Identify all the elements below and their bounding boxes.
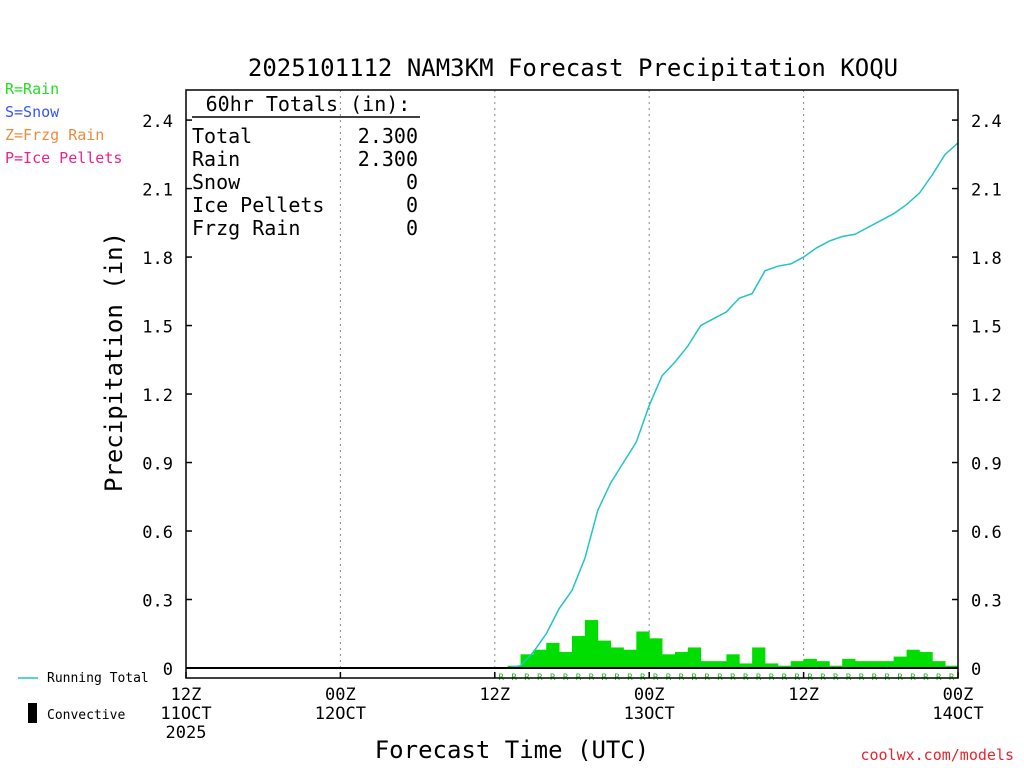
x-tick-label: 12Z: [171, 685, 202, 705]
precip-bar: [739, 663, 753, 668]
precip-bar: [610, 647, 624, 668]
y-tick-label-left: 2.1: [142, 181, 173, 201]
precip-bar: [777, 665, 792, 668]
x-tick-label: 2025: [166, 723, 207, 743]
precip-bar: [842, 658, 856, 668]
precip-bar: [584, 620, 599, 668]
precip-bar: [636, 631, 650, 668]
y-tick-label-left: 0: [163, 660, 173, 680]
y-tick-label-left: 0.9: [142, 455, 173, 475]
convective-legend-swatch: [28, 703, 37, 723]
precip-bar: [829, 665, 843, 668]
running-total-line: [186, 142, 959, 669]
precip-bar: [533, 649, 547, 668]
precip-bar: [520, 654, 534, 668]
precip-bar: [597, 640, 611, 668]
precip-bar: [546, 642, 560, 668]
y-tick-label-left: 0.3: [142, 592, 173, 612]
precip-bar: [687, 647, 702, 668]
precip-bar: [906, 649, 920, 668]
precip-bar: [790, 661, 804, 668]
precip-bar: [765, 663, 779, 668]
precip-bar: [649, 638, 663, 668]
precip-bar: [700, 661, 714, 668]
chart-title: 2025101112 NAM3KM Forecast Precipitation…: [248, 54, 898, 82]
running-total-legend-label: Running Total: [47, 671, 149, 686]
y-tick-label-right: 0.9: [971, 455, 1002, 475]
x-tick-label: 00Z: [634, 685, 665, 705]
x-tick-label: 12OCT: [315, 704, 366, 724]
precip-bar: [816, 661, 830, 668]
totals-row-value: 2.300: [358, 124, 418, 148]
precip-bar: [662, 654, 676, 668]
y-tick-label-right: 0.3: [971, 592, 1002, 612]
precip-bar: [945, 665, 959, 668]
precip-bar: [674, 652, 689, 668]
x-tick-label: 12Z: [479, 685, 510, 705]
y-tick-label-left: 0.6: [142, 523, 173, 543]
precip-bar: [919, 652, 933, 668]
precip-bar: [623, 649, 637, 668]
y-tick-label-right: 1.2: [971, 386, 1002, 406]
precip-bar: [880, 661, 895, 668]
y-tick-label-left: 1.5: [142, 318, 173, 338]
credit-text: coolwx.com/models: [860, 746, 1014, 764]
legend-snow-key: S=Snow: [5, 103, 60, 121]
precip-bar: [893, 656, 907, 668]
precip-bar: [559, 652, 573, 668]
y-tick-label-right: 0.6: [971, 523, 1002, 543]
totals-row-value: 0: [406, 193, 418, 217]
precip-bar: [932, 661, 946, 668]
y-tick-label-right: 1.8: [971, 249, 1002, 269]
precip-bar: [803, 658, 817, 668]
precip-bar: [855, 661, 869, 668]
totals-heading: 60hr Totals (in):: [206, 92, 411, 116]
precip-bar: [572, 636, 586, 668]
y-tick-label-left: 1.2: [142, 386, 173, 406]
x-tick-label: 11OCT: [160, 704, 211, 724]
precip-bar: [726, 654, 740, 668]
y-axis-label: Precipitation (in): [100, 232, 128, 492]
precip-bar: [752, 647, 766, 668]
x-tick-label: 14OCT: [932, 704, 983, 724]
totals-row-value: 0: [406, 170, 418, 194]
totals-row-value: 2.300: [358, 147, 418, 171]
y-tick-label-right: 0: [971, 660, 981, 680]
totals-row-label: Frzg Rain: [192, 216, 300, 240]
y-tick-label-right: 1.5: [971, 318, 1002, 338]
x-tick-label: 13OCT: [624, 704, 675, 724]
x-tick-label: 00Z: [943, 685, 974, 705]
plot-frame: [185, 89, 959, 679]
convective-legend-label: Convective: [47, 708, 125, 723]
convective-legend: Convective: [28, 703, 125, 723]
totals-box: 60hr Totals (in): Total 2.300 Rain 2.300 Sno…: [192, 92, 420, 240]
legend-freezing-rain-key: Z=Frzg Rain: [5, 126, 105, 144]
precip-bar: [867, 661, 882, 668]
y-tick-label-left: 1.8: [142, 249, 173, 269]
totals-row-value: 0: [406, 216, 418, 240]
x-tick-label: 12Z: [788, 685, 819, 705]
y-tick-label-right: 2.1: [971, 181, 1002, 201]
totals-row-label: Total: [192, 124, 252, 148]
x-tick-label: 00Z: [325, 685, 356, 705]
totals-row-label: Ice Pellets: [192, 193, 324, 217]
y-tick-label-left: 2.4: [142, 112, 173, 132]
precip-bar: [713, 661, 727, 668]
running-total-legend: Running Total: [18, 671, 149, 686]
legend-rain-key: R=Rain: [5, 80, 60, 98]
y-tick-label-right: 2.4: [971, 112, 1002, 132]
totals-row-label: Snow: [192, 170, 241, 194]
totals-row-label: Rain: [192, 147, 240, 171]
x-axis-label: Forecast Time (UTC): [375, 736, 650, 764]
legend-ice-pellets-key: P=Ice Pellets: [5, 149, 123, 167]
